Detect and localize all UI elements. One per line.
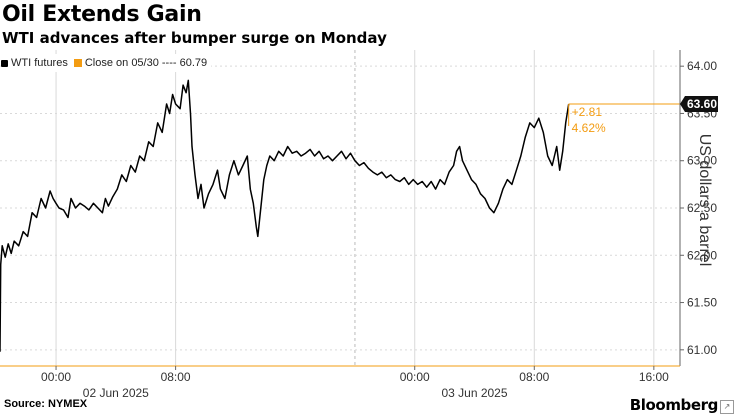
chart-title: Oil Extends Gain xyxy=(2,2,202,27)
y-tick-label: 61.50 xyxy=(687,296,717,310)
legend-reference-label: Close on 05/30 ---- 60.79 xyxy=(84,57,208,69)
change-abs-label: +2.81 xyxy=(572,105,603,119)
y-tick-label: 64.00 xyxy=(687,59,717,73)
axes-layer: 61.0061.5062.0062.5063.0063.5064.0000:00… xyxy=(0,50,718,400)
source-note: Source: NYMEX xyxy=(4,398,88,410)
x-tick-label: 00:00 xyxy=(41,370,71,384)
y-axis-title: US dollars a barrel xyxy=(696,133,713,267)
y-tick-label: 62.50 xyxy=(687,201,717,215)
x-date-label: 02 Jun 2025 xyxy=(83,386,149,400)
change-pct-label: 4.62% xyxy=(572,121,606,135)
y-tick-label: 62.00 xyxy=(687,248,717,262)
x-tick-label: 00:00 xyxy=(400,370,430,384)
legend-swatch-series xyxy=(1,59,8,67)
last-value-badge xyxy=(680,96,718,112)
legend-item-series: WTI futures xyxy=(1,57,68,69)
series-layer: +2.81 4.62% xyxy=(0,79,680,352)
legend-swatch-reference xyxy=(73,59,82,67)
last-value-label: 63.60 xyxy=(687,97,717,111)
chart-subtitle: WTI advances after bumper surge on Monda… xyxy=(2,29,387,47)
x-tick-label: 08:00 xyxy=(161,370,191,384)
gridlines xyxy=(0,50,680,366)
series-line-wti xyxy=(0,79,570,352)
legend: WTI futures Close on 05/30 ---- 60.79 xyxy=(1,54,212,72)
x-tick-label: 08:00 xyxy=(519,370,549,384)
y-tick-label: 63.00 xyxy=(687,154,717,168)
legend-series-label: WTI futures xyxy=(11,57,68,69)
x-date-label: 03 Jun 2025 xyxy=(441,386,507,400)
brand-logo: Bloomberg xyxy=(629,396,719,414)
x-tick-label: 16:00 xyxy=(639,370,669,384)
fullscreen-icon[interactable]: ↗ xyxy=(720,400,734,414)
legend-item-reference: Close on 05/30 ---- 60.79 xyxy=(73,57,208,69)
y-tick-label: 61.00 xyxy=(687,343,717,357)
